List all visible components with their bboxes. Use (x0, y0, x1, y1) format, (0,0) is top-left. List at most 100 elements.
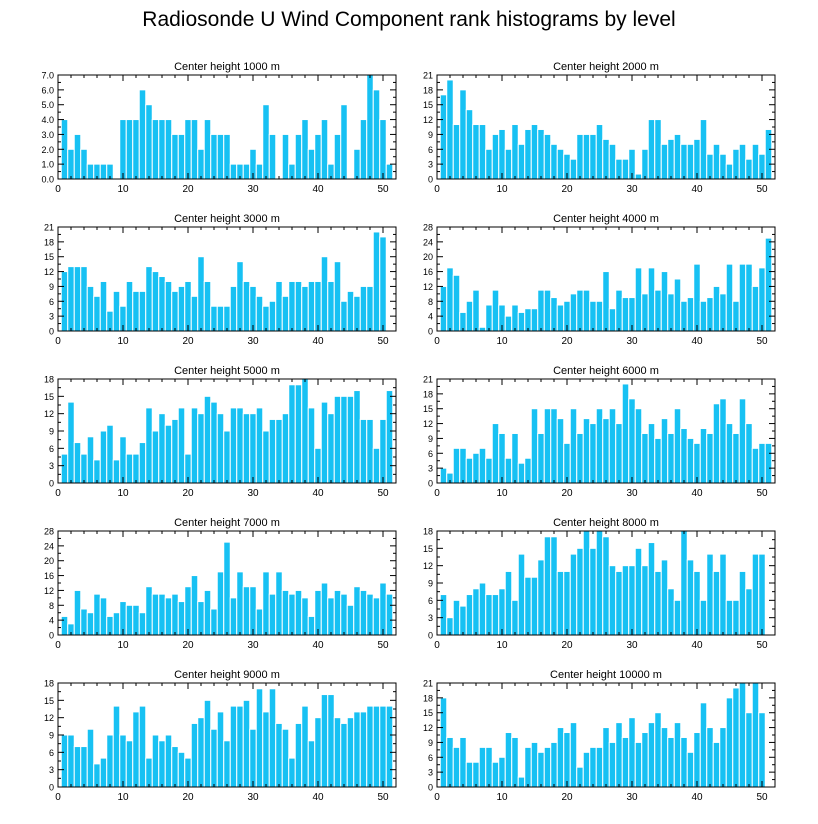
y-tick-label: 12 (423, 419, 433, 429)
y-tick-label: 0 (49, 631, 54, 641)
bar (158, 413, 166, 484)
bar (556, 304, 565, 332)
y-tick-label: 15 (44, 392, 54, 402)
bar (359, 418, 368, 484)
bar (210, 305, 218, 332)
bar (216, 711, 225, 788)
bar (751, 553, 760, 636)
bar (608, 143, 617, 180)
x-tick-label: 10 (496, 488, 508, 499)
bar (307, 407, 316, 484)
bar (608, 565, 617, 636)
bar (563, 570, 571, 636)
bar (504, 732, 513, 788)
bar (608, 408, 617, 484)
y-tick-label: 21 (423, 375, 433, 385)
y-tick-label: 6 (428, 145, 433, 155)
y-tick-label: 3 (49, 312, 54, 322)
y-tick-label: 12 (44, 409, 54, 419)
bar (93, 763, 101, 788)
bar (67, 266, 75, 332)
bar (197, 601, 205, 636)
bar (288, 757, 296, 788)
bar (465, 761, 474, 788)
bar (249, 586, 257, 636)
bar (320, 401, 329, 484)
bar (582, 418, 591, 484)
y-tick-label: 28 (423, 223, 433, 233)
bar (366, 285, 374, 332)
y-tick-label: 9 (49, 282, 54, 292)
y-tick-label: 20 (44, 556, 54, 566)
bar (281, 728, 290, 788)
bar (223, 430, 231, 484)
bar (673, 722, 682, 788)
bar (647, 722, 656, 788)
bar (288, 280, 296, 332)
x-tick-label: 30 (247, 792, 259, 803)
bar (485, 304, 493, 332)
bar (119, 436, 127, 484)
bar (459, 89, 467, 180)
bar (268, 300, 277, 332)
bar (550, 143, 558, 180)
bar (372, 597, 381, 636)
bar (307, 280, 316, 332)
bar (125, 604, 134, 636)
bar (164, 280, 173, 332)
panel-title: Center height 4000 m (553, 213, 659, 225)
bar (712, 403, 721, 484)
bar (576, 289, 584, 332)
bar (745, 423, 753, 484)
bar (242, 163, 251, 180)
y-tick-label: 28 (44, 527, 54, 537)
bar (366, 418, 374, 484)
bar (647, 119, 656, 180)
bar (751, 447, 760, 484)
bar (595, 124, 604, 180)
bar (543, 536, 552, 636)
bar (327, 694, 335, 788)
bar (177, 601, 186, 636)
y-tick-label: 6 (428, 753, 433, 763)
bar (712, 741, 721, 788)
x-tick-label: 0 (55, 336, 61, 347)
x-tick-label: 40 (312, 640, 324, 651)
bar (712, 143, 721, 180)
bar (738, 682, 747, 788)
bar (654, 570, 662, 636)
bar (281, 133, 290, 180)
bar (647, 542, 656, 636)
bar (641, 565, 649, 636)
bar (517, 311, 526, 332)
bar (333, 261, 342, 332)
bar (615, 722, 623, 788)
bar (621, 158, 630, 180)
panel-title: Center height 1000 m (174, 61, 280, 73)
bar (660, 559, 669, 636)
bar (314, 133, 322, 180)
x-tick-label: 30 (247, 640, 259, 651)
bar (125, 119, 134, 180)
bar (314, 280, 322, 332)
bar (504, 570, 513, 636)
bar (511, 304, 519, 332)
bar (255, 407, 264, 484)
bar (359, 711, 368, 788)
bar (268, 133, 277, 180)
bar (589, 133, 597, 180)
bar (184, 280, 192, 332)
y-tick-label: 20 (423, 252, 433, 262)
y-tick-label: 15 (423, 708, 433, 718)
x-tick-label: 40 (691, 488, 703, 499)
bar (184, 586, 192, 636)
bar (314, 717, 322, 788)
bar (686, 297, 695, 332)
bar (550, 408, 558, 484)
x-tick-label: 10 (117, 792, 129, 803)
bar (255, 163, 264, 180)
bar (498, 128, 506, 180)
x-tick-label: 10 (496, 336, 508, 347)
bar (719, 293, 727, 332)
x-tick-label: 50 (377, 792, 389, 803)
